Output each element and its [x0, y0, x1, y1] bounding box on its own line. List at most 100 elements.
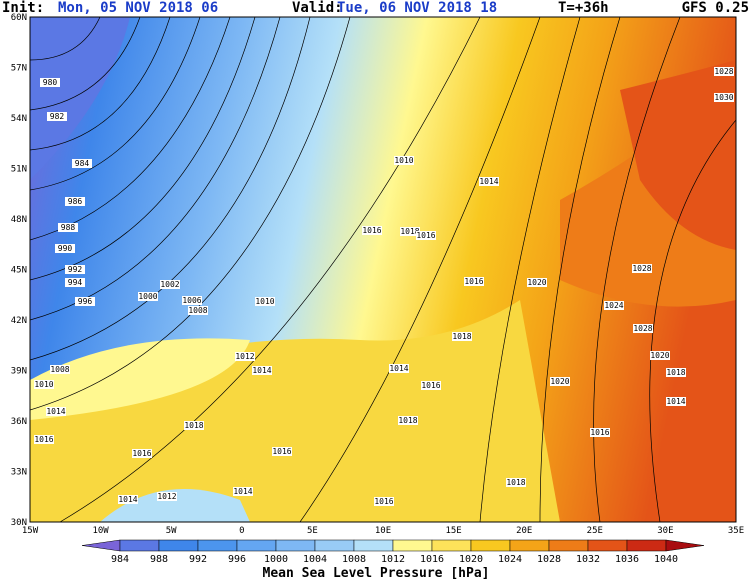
isobar-label-bg	[362, 226, 382, 235]
isobar-label: 1016	[132, 449, 151, 458]
isobar-label-bg	[65, 278, 85, 287]
isobar-label: 1014	[252, 366, 271, 375]
isobar-label: 1010	[34, 380, 53, 389]
isobar-label: 1014	[118, 495, 137, 504]
colorbar-tick-label: 1024	[498, 554, 522, 565]
lat-label: 51N	[11, 165, 27, 175]
colorbar-segment	[197, 539, 238, 552]
isobar-label: 1012	[235, 352, 254, 361]
isobar-label: 1008	[50, 365, 69, 374]
isobar-label-bg	[632, 264, 652, 273]
colorbar-segment	[431, 539, 472, 552]
colorbar-tick-label: 1012	[381, 554, 405, 565]
isobar-label: 1016	[374, 497, 393, 506]
isobar-label: 1006	[182, 296, 201, 305]
colorbar-segment	[509, 539, 550, 552]
colorbar-arrow	[81, 539, 121, 552]
colorbar-tick-label: 988	[150, 554, 168, 565]
isobar-label-bg	[75, 297, 95, 306]
isobar-label-bg	[714, 93, 734, 102]
isobar-label: 1018	[452, 332, 471, 341]
isobar-label-bg	[604, 301, 624, 310]
lead-time: T=+36h	[558, 0, 609, 16]
colorbar-segment	[548, 539, 589, 552]
isobar-label: 1020	[650, 351, 669, 360]
isobar-label-bg	[650, 351, 670, 360]
model-name: GFS 0.25	[682, 0, 749, 16]
lat-label: 60N	[11, 13, 27, 23]
isobar-label-bg	[416, 231, 436, 240]
isobar-label: 1018	[666, 368, 685, 377]
isobar-label-bg	[452, 332, 472, 341]
isobar-label: 1028	[632, 264, 651, 273]
lat-label: 42N	[11, 316, 27, 326]
isobar-label: 1020	[550, 377, 569, 386]
lat-label: 54N	[11, 114, 27, 124]
isobar-label: 986	[68, 197, 83, 206]
isobar-label: 1016	[362, 226, 381, 235]
isobar-label: 988	[61, 223, 76, 232]
isobar-label: 1016	[464, 277, 483, 286]
isobar-label-bg	[46, 407, 66, 416]
isobar-label-bg	[398, 416, 418, 425]
colorbar-tick-label: 1016	[420, 554, 444, 565]
isobar-label: 1016	[272, 447, 291, 456]
lat-label: 48N	[11, 215, 27, 225]
isobar-label-bg	[160, 280, 180, 289]
isobar-label: 1018	[398, 416, 417, 425]
isobar-label: 1000	[138, 292, 157, 301]
map-frame	[29, 16, 737, 523]
colorbar-arrow	[665, 539, 705, 552]
isobar-label: 1008	[188, 306, 207, 315]
valid-time: Tue, 06 NOV 2018 18	[337, 0, 497, 16]
isobar-label-bg	[47, 112, 67, 121]
isobar-label: 1010	[255, 297, 274, 306]
colorbar-tick-label: 992	[189, 554, 207, 565]
colorbar-tick-label: 1004	[303, 554, 327, 565]
isobar-label-bg	[50, 365, 70, 374]
isobar-label: 1028	[633, 324, 652, 333]
isobar-label-bg	[272, 447, 292, 456]
isobar-label-bg	[389, 364, 409, 373]
isobar-label-bg	[34, 380, 54, 389]
init-label: Init:	[2, 0, 44, 16]
isobar-label: 1016	[34, 435, 53, 444]
lat-label: 36N	[11, 417, 27, 427]
isobar-label: 1002	[160, 280, 179, 289]
colorbar-tick-label: 1036	[615, 554, 639, 565]
isobar-label-bg	[235, 352, 255, 361]
isobar-label-bg	[188, 306, 208, 315]
isobar-label-bg	[666, 368, 686, 377]
isobar-label: 1014	[389, 364, 408, 373]
lon-label: 0	[239, 526, 244, 536]
colorbar-tick-label: 1020	[459, 554, 483, 565]
isobar-label: 1014	[233, 487, 252, 496]
isobar-label: 982	[50, 112, 65, 121]
isobar-label-bg	[40, 78, 60, 87]
isobar-label-bg	[590, 428, 610, 437]
colorbar-segment	[158, 539, 199, 552]
init-time: Mon, 05 NOV 2018 06	[58, 0, 218, 16]
isobar-label-bg	[421, 381, 441, 390]
isobar-label: 1016	[590, 428, 609, 437]
isobar-label: 984	[75, 159, 90, 168]
colorbar-segment	[470, 539, 511, 552]
lat-label: 33N	[11, 468, 27, 478]
colorbar-title: Mean Sea Level Pressure [hPa]	[263, 566, 490, 580]
isobar-label: 1014	[479, 177, 498, 186]
isobar-label: 1014	[46, 407, 65, 416]
colorbar-tick-label: 996	[228, 554, 246, 565]
isobar-label: 1018	[400, 227, 419, 236]
colorbar-tick-label: 984	[111, 554, 129, 565]
isobar-label: 1016	[421, 381, 440, 390]
isobar-label: 980	[43, 78, 58, 87]
lon-label: 5E	[307, 526, 318, 536]
isobar-label-bg	[714, 67, 734, 76]
lon-label: 25E	[587, 526, 603, 536]
isobar-label-bg	[374, 497, 394, 506]
isobar-label-bg	[527, 278, 547, 287]
isobar-label-bg	[58, 223, 78, 232]
lon-label: 15E	[445, 526, 461, 536]
isobar-label-bg	[394, 156, 414, 165]
isobar-label-bg	[34, 435, 54, 444]
